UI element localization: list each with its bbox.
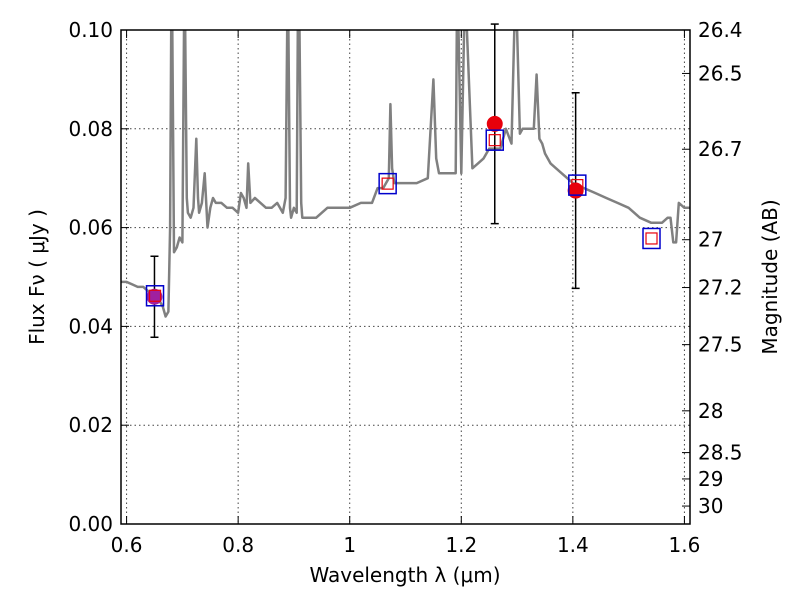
mag-tick-label: 26.7 [698, 137, 743, 161]
y-tick-label: 0.06 [68, 216, 113, 240]
model-point-inner [381, 177, 394, 190]
x-axis-label: Wavelength λ (μm) [309, 563, 500, 587]
x-tick-label: 1.6 [669, 533, 701, 557]
model-point [378, 172, 397, 195]
model-point-inner [645, 232, 658, 245]
mag-tick-label: 26.4 [698, 18, 743, 42]
x-tick-label: 1.4 [557, 533, 589, 557]
mag-tick-label: 26.5 [698, 61, 743, 85]
y-tick-label: 0.02 [68, 413, 113, 437]
x-tick-label: 1.2 [445, 533, 477, 557]
mag-tick-label: 28 [698, 399, 723, 423]
plot-frame [120, 29, 691, 525]
grid-layer [121, 29, 690, 525]
plot-area [121, 23, 690, 339]
mag-tick-label: 27.2 [698, 276, 743, 300]
x-tick-label: 0.8 [222, 533, 254, 557]
model-point [642, 227, 661, 250]
y-tick-label: 0.00 [68, 512, 113, 536]
model-point [568, 174, 587, 196]
mag-tick-label: 28.5 [698, 441, 743, 465]
model-point-inner [148, 289, 162, 302]
mag-tick-label: 30 [698, 494, 723, 518]
y2-axis-label: Magnitude (AB) [758, 199, 782, 354]
mag-tick-label: 27.5 [698, 333, 743, 357]
y-tick-label: 0.04 [68, 314, 113, 338]
model-point-inner [571, 179, 584, 192]
observed-point [486, 115, 503, 132]
y-tick-label: 0.08 [68, 117, 113, 141]
plot-clip-group [121, 30, 690, 318]
x-tick-label: 1 [343, 533, 356, 557]
mag-tick-label: 29 [698, 467, 723, 491]
mag-tick-label: 27 [698, 228, 723, 252]
model-point [145, 285, 165, 307]
spectrum-line [121, 30, 690, 318]
x-tick-label: 0.6 [111, 533, 143, 557]
y-tick-label: 0.10 [68, 18, 113, 42]
y-axis-label: Flux Fν ( μJy ) [25, 209, 49, 345]
model-point [485, 129, 505, 151]
model-point-inner [488, 134, 501, 147]
axes: 0.6 0.8 1 1.2 1.4 1.6 0.00 0.02 0.04 0.06 0.08 0.10… [68, 18, 742, 557]
